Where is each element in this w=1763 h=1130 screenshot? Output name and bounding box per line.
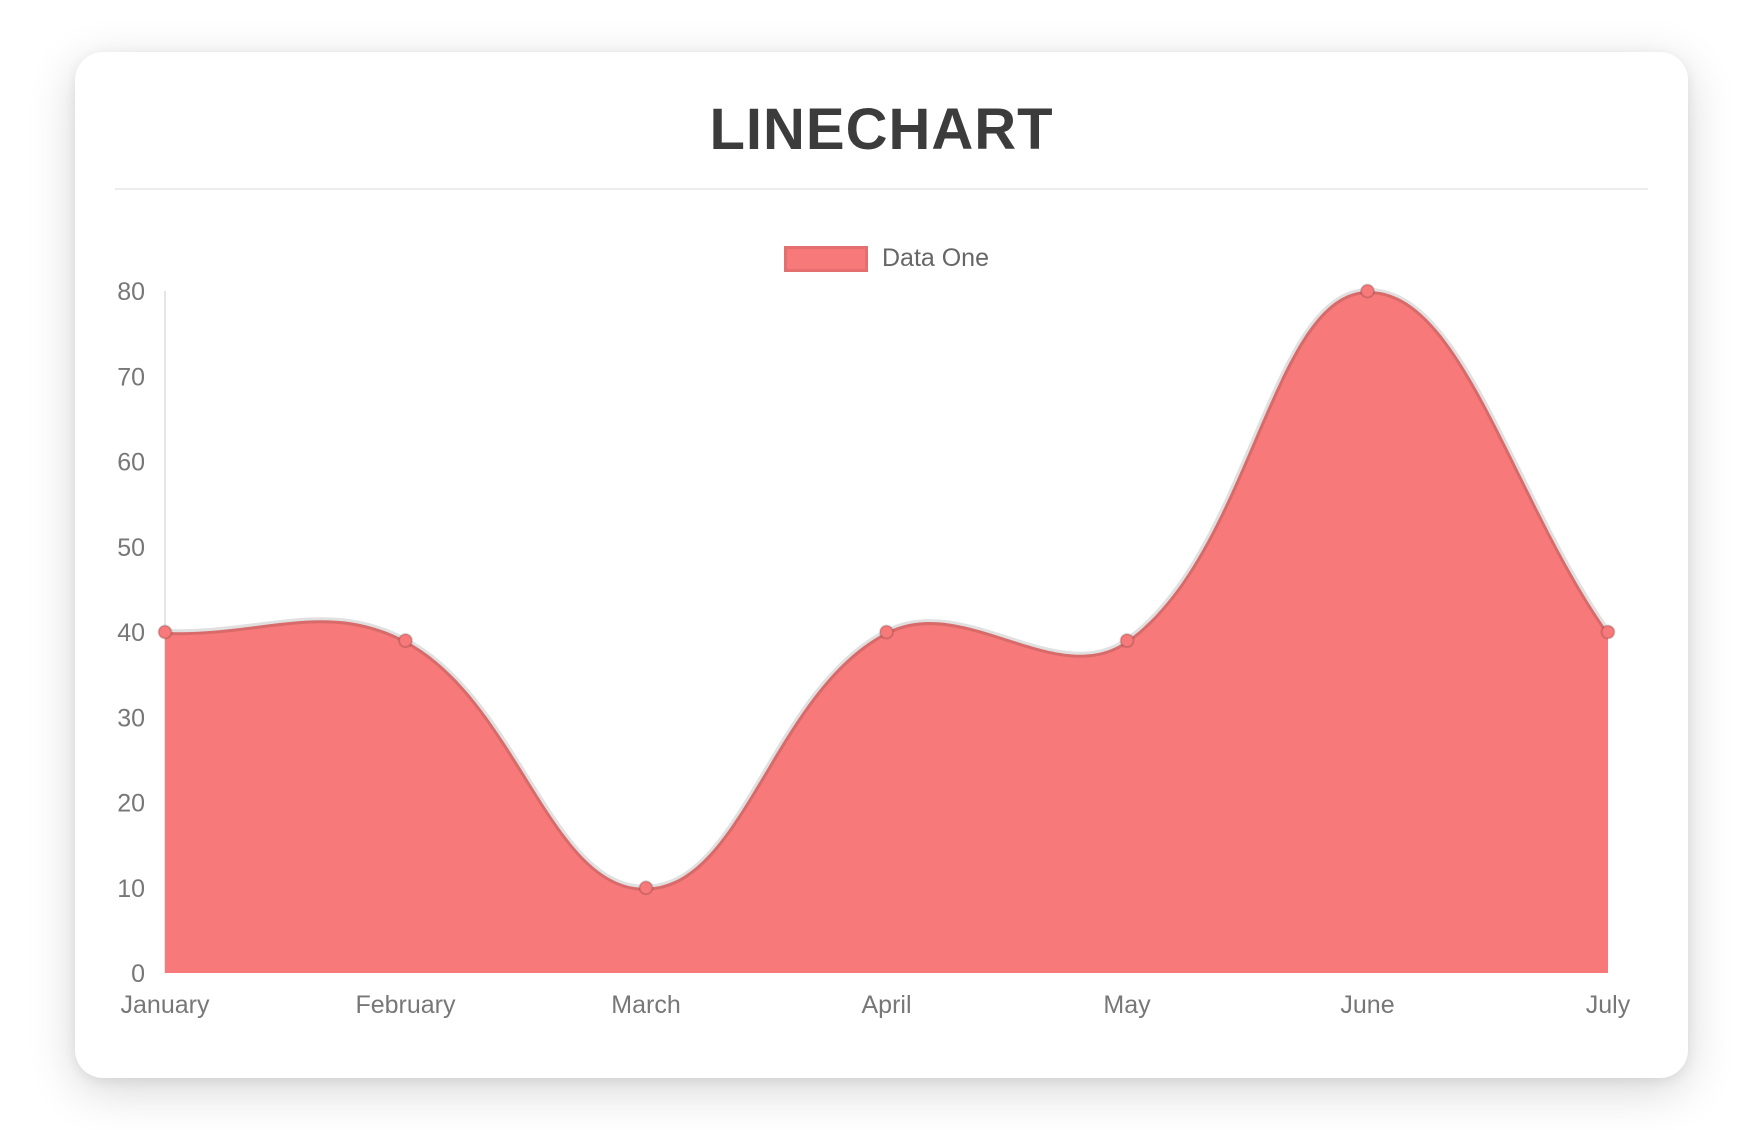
data-point-march[interactable] bbox=[638, 880, 654, 896]
legend-item-data-one[interactable]: Data One bbox=[783, 244, 989, 273]
y-tick-label: 30 bbox=[117, 704, 145, 732]
x-tick-label: June bbox=[1340, 991, 1394, 1019]
line-chart-canvas[interactable]: 0 10 20 30 40 50 60 70 80 January February March Apr… bbox=[75, 188, 1688, 1078]
y-tick-label: 50 bbox=[117, 534, 145, 562]
y-tick-label: 70 bbox=[117, 363, 145, 391]
card-header: LINECHART bbox=[75, 52, 1688, 188]
y-tick-label: 40 bbox=[117, 619, 145, 647]
data-point-february[interactable] bbox=[398, 633, 413, 649]
data-point-april[interactable] bbox=[879, 624, 894, 640]
data-point-january[interactable] bbox=[157, 624, 173, 640]
data-point-july[interactable] bbox=[1600, 624, 1616, 640]
x-tick-label: May bbox=[1103, 991, 1151, 1019]
x-tick-label: March bbox=[611, 991, 680, 1019]
series-line bbox=[162, 287, 1611, 891]
data-point-may[interactable] bbox=[1119, 633, 1135, 649]
x-tick-label: January bbox=[121, 991, 210, 1019]
x-tick-label: July bbox=[1586, 991, 1631, 1019]
x-tick-label: February bbox=[355, 991, 456, 1019]
chart-legend: Data One bbox=[165, 244, 1608, 273]
series-area-fill bbox=[165, 290, 1608, 973]
chart-card: LINECHART Data One 0 10 20 30 40 50 60 70 80 Janu… bbox=[75, 52, 1688, 1078]
y-tick-label: 20 bbox=[117, 790, 145, 818]
y-tick-label: 60 bbox=[117, 449, 145, 477]
y-tick-label: 0 bbox=[131, 960, 145, 988]
chart-area: 0 10 20 30 40 50 60 70 80 January February March Apr… bbox=[75, 188, 1688, 1078]
y-tick-label: 80 bbox=[117, 278, 145, 306]
legend-swatch-icon bbox=[783, 245, 868, 272]
chart-title: LINECHART bbox=[709, 97, 1054, 162]
legend-label: Data One bbox=[881, 244, 989, 272]
y-tick-label: 10 bbox=[117, 875, 145, 903]
title-divider bbox=[115, 188, 1648, 190]
data-point-june[interactable] bbox=[1360, 283, 1375, 299]
x-tick-label: April bbox=[861, 991, 911, 1019]
